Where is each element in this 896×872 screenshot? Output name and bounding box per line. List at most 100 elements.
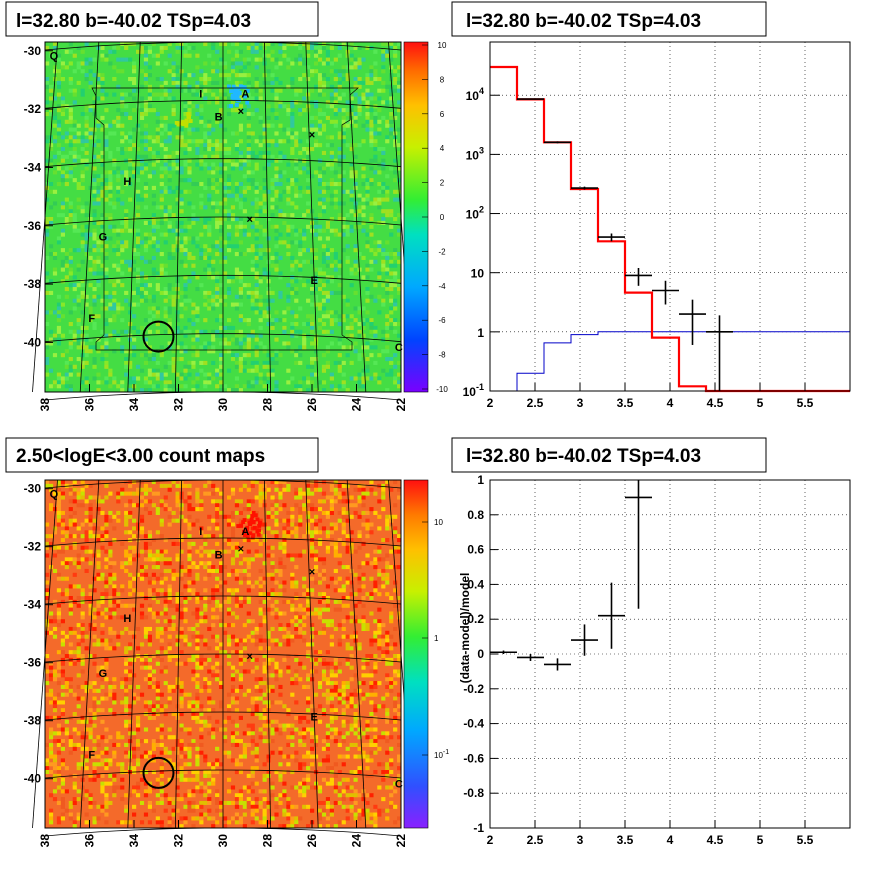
map2-pixel	[108, 510, 113, 515]
map1-pixel	[132, 80, 137, 85]
map1-pixel	[199, 139, 204, 144]
map2-pixel	[104, 677, 109, 682]
map1-pixel	[258, 57, 263, 62]
map2-pixel	[143, 626, 149, 631]
map2-pixel	[88, 793, 93, 798]
map2-pixel	[175, 773, 180, 778]
map1-pixel	[139, 69, 145, 74]
map2-pixel	[139, 514, 145, 519]
map1-pixel	[45, 345, 50, 350]
map2-pixel	[88, 483, 93, 488]
map1-pixel	[167, 228, 172, 233]
map2-pixel	[246, 561, 251, 566]
map2-pixel	[250, 480, 255, 485]
map1-pixel	[333, 170, 338, 175]
map1-pixel	[393, 178, 398, 183]
map1-pixel	[226, 287, 232, 292]
map1-pixel	[112, 92, 117, 97]
map1-pixel	[92, 322, 97, 327]
map1-pixel	[56, 119, 62, 124]
map1-pixel	[298, 248, 303, 253]
map1-pixel	[96, 220, 101, 225]
map1-pixel	[163, 189, 168, 194]
map2-pixel	[191, 657, 196, 662]
map1-pixel	[254, 255, 259, 260]
map1-pixel	[329, 154, 334, 159]
map1-pixel	[72, 178, 77, 183]
map1-pixel	[254, 345, 259, 350]
map1-pixel	[246, 61, 251, 66]
map2-pixel	[167, 584, 172, 589]
map2-pixel	[167, 561, 172, 566]
map2-pixel	[215, 615, 220, 620]
map1-pixel	[215, 294, 220, 299]
map2-pixel	[223, 650, 228, 655]
map1-pixel	[321, 388, 327, 393]
map1-pixel	[341, 108, 346, 113]
map2-pixel	[270, 545, 275, 550]
map2-pixel	[234, 510, 240, 515]
map1-pixel	[219, 42, 224, 47]
map2-pixel	[151, 715, 156, 720]
map2-pixel	[179, 773, 184, 778]
map2-pixel	[108, 607, 113, 612]
map1-pixel	[345, 224, 350, 229]
map1-pixel	[310, 69, 315, 74]
map1-pixel	[80, 49, 85, 54]
map2-pixel	[175, 770, 180, 775]
map1-pixel	[112, 228, 117, 233]
map1-pixel	[385, 325, 390, 330]
map1-pixel	[68, 88, 73, 93]
map1-pixel	[286, 252, 291, 257]
map1-pixel	[171, 61, 176, 66]
map1-pixel	[80, 232, 85, 237]
map1-pixel	[84, 115, 89, 120]
map1-pixel	[310, 380, 315, 385]
map1-pixel	[266, 372, 271, 377]
map2-pixel	[96, 534, 101, 539]
map1-pixel	[187, 201, 192, 206]
map1-pixel	[104, 135, 109, 140]
map1-pixel	[286, 162, 291, 167]
map2-pixel	[72, 491, 77, 496]
map1-pixel	[207, 267, 212, 272]
map2-pixel	[80, 623, 85, 628]
map1-pixel	[325, 197, 330, 202]
map1-pixel	[48, 205, 54, 210]
map2-pixel	[60, 650, 65, 655]
map1-pixel	[238, 294, 243, 299]
map1-pixel	[183, 345, 188, 350]
map2-pixel	[143, 727, 149, 732]
map2-pixel	[159, 766, 164, 771]
map1-pixel	[294, 259, 299, 264]
map2-pixel	[68, 742, 73, 747]
map1-pixel	[357, 353, 362, 358]
map2-pixel	[139, 777, 145, 782]
map2-pixel	[215, 789, 220, 794]
map1-pixel	[151, 306, 156, 311]
map1-pixel	[187, 139, 192, 144]
map1-pixel	[143, 283, 149, 288]
map1-pixel	[80, 92, 85, 97]
map1-y-tick-label: -38	[24, 277, 42, 291]
map1-pixel	[120, 228, 125, 233]
map2-pixel	[104, 804, 109, 809]
map2-pixel	[211, 824, 216, 829]
map1-pixel	[381, 349, 386, 354]
map1-pixel	[139, 139, 145, 144]
map1-pixel	[96, 294, 101, 299]
map2-pixel	[183, 804, 188, 809]
map1-pixel	[381, 88, 386, 93]
map1-pixel	[132, 314, 137, 319]
map1-pixel	[96, 119, 101, 124]
map1-pixel	[242, 185, 247, 190]
map2-pixel	[124, 650, 129, 655]
map2-pixel	[108, 565, 113, 570]
map1-pixel	[159, 49, 164, 54]
map1-pixel	[234, 232, 240, 237]
map1-pixel	[163, 61, 168, 66]
map1-pixel	[60, 61, 65, 66]
map1-pixel	[250, 182, 255, 187]
map1-pixel	[52, 310, 58, 315]
map2-pixel	[159, 669, 164, 674]
